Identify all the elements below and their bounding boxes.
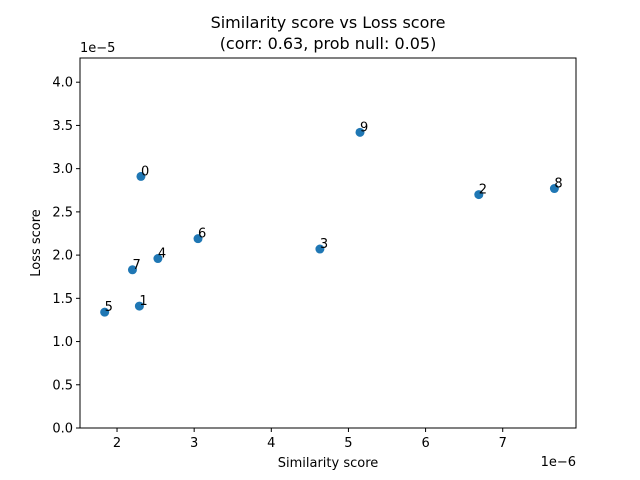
y-tick-label: 3.0	[52, 162, 73, 177]
y-tick-label: 1.0	[52, 335, 73, 350]
x-tick-label: 2	[113, 436, 121, 451]
y-tick-label: 0.5	[52, 378, 73, 393]
point-label: 0	[141, 164, 149, 179]
x-tick-label: 7	[499, 436, 507, 451]
point-label: 1	[139, 294, 147, 309]
x-axis-label: Similarity score	[278, 456, 379, 471]
x-tick-label: 5	[344, 436, 352, 451]
data-point	[474, 190, 484, 200]
data-point	[153, 254, 163, 264]
data-point	[136, 171, 146, 181]
x-tick-label: 3	[190, 436, 198, 451]
point-label: 4	[158, 247, 166, 262]
chart-title: Similarity score vs Loss score	[211, 13, 446, 32]
y-tick-label: 0.0	[52, 422, 73, 437]
y-tick-label: 2.0	[52, 249, 73, 264]
x-tick-label: 4	[267, 436, 275, 451]
point-label: 5	[105, 300, 113, 315]
chart-subtitle: (corr: 0.63, prob null: 0.05)	[220, 34, 437, 53]
data-point	[134, 301, 144, 311]
y-axis-label: Loss score	[29, 209, 44, 277]
y-offset-text: 1e−5	[80, 41, 115, 56]
y-tick-label: 4.0	[52, 76, 73, 91]
point-label: 7	[132, 258, 140, 273]
data-point	[193, 234, 203, 244]
data-point	[355, 127, 365, 137]
y-tick-label: 3.5	[52, 119, 73, 134]
x-axis-ticks: 2 3 4 5 6 7	[113, 428, 507, 451]
data-point	[315, 244, 325, 254]
y-tick-label: 1.5	[52, 292, 73, 307]
point-label: 2	[479, 183, 487, 198]
data-point	[549, 184, 559, 194]
point-label: 3	[320, 237, 328, 252]
y-tick-label: 2.5	[52, 205, 73, 220]
y-axis-ticks: 0.0 0.5 1.0 1.5 2.0 2.5 3.0 3.5 4.0	[52, 76, 80, 437]
x-offset-text: 1e−6	[541, 455, 576, 470]
point-label: 8	[554, 177, 562, 192]
x-tick-label: 6	[421, 436, 429, 451]
data-points: 0 1 2 3 4 5 6 7 8 9	[100, 120, 563, 317]
point-label: 6	[198, 227, 206, 242]
data-point	[100, 307, 110, 317]
data-point	[127, 265, 137, 275]
point-label: 9	[360, 120, 368, 135]
plot-frame	[79, 57, 577, 429]
